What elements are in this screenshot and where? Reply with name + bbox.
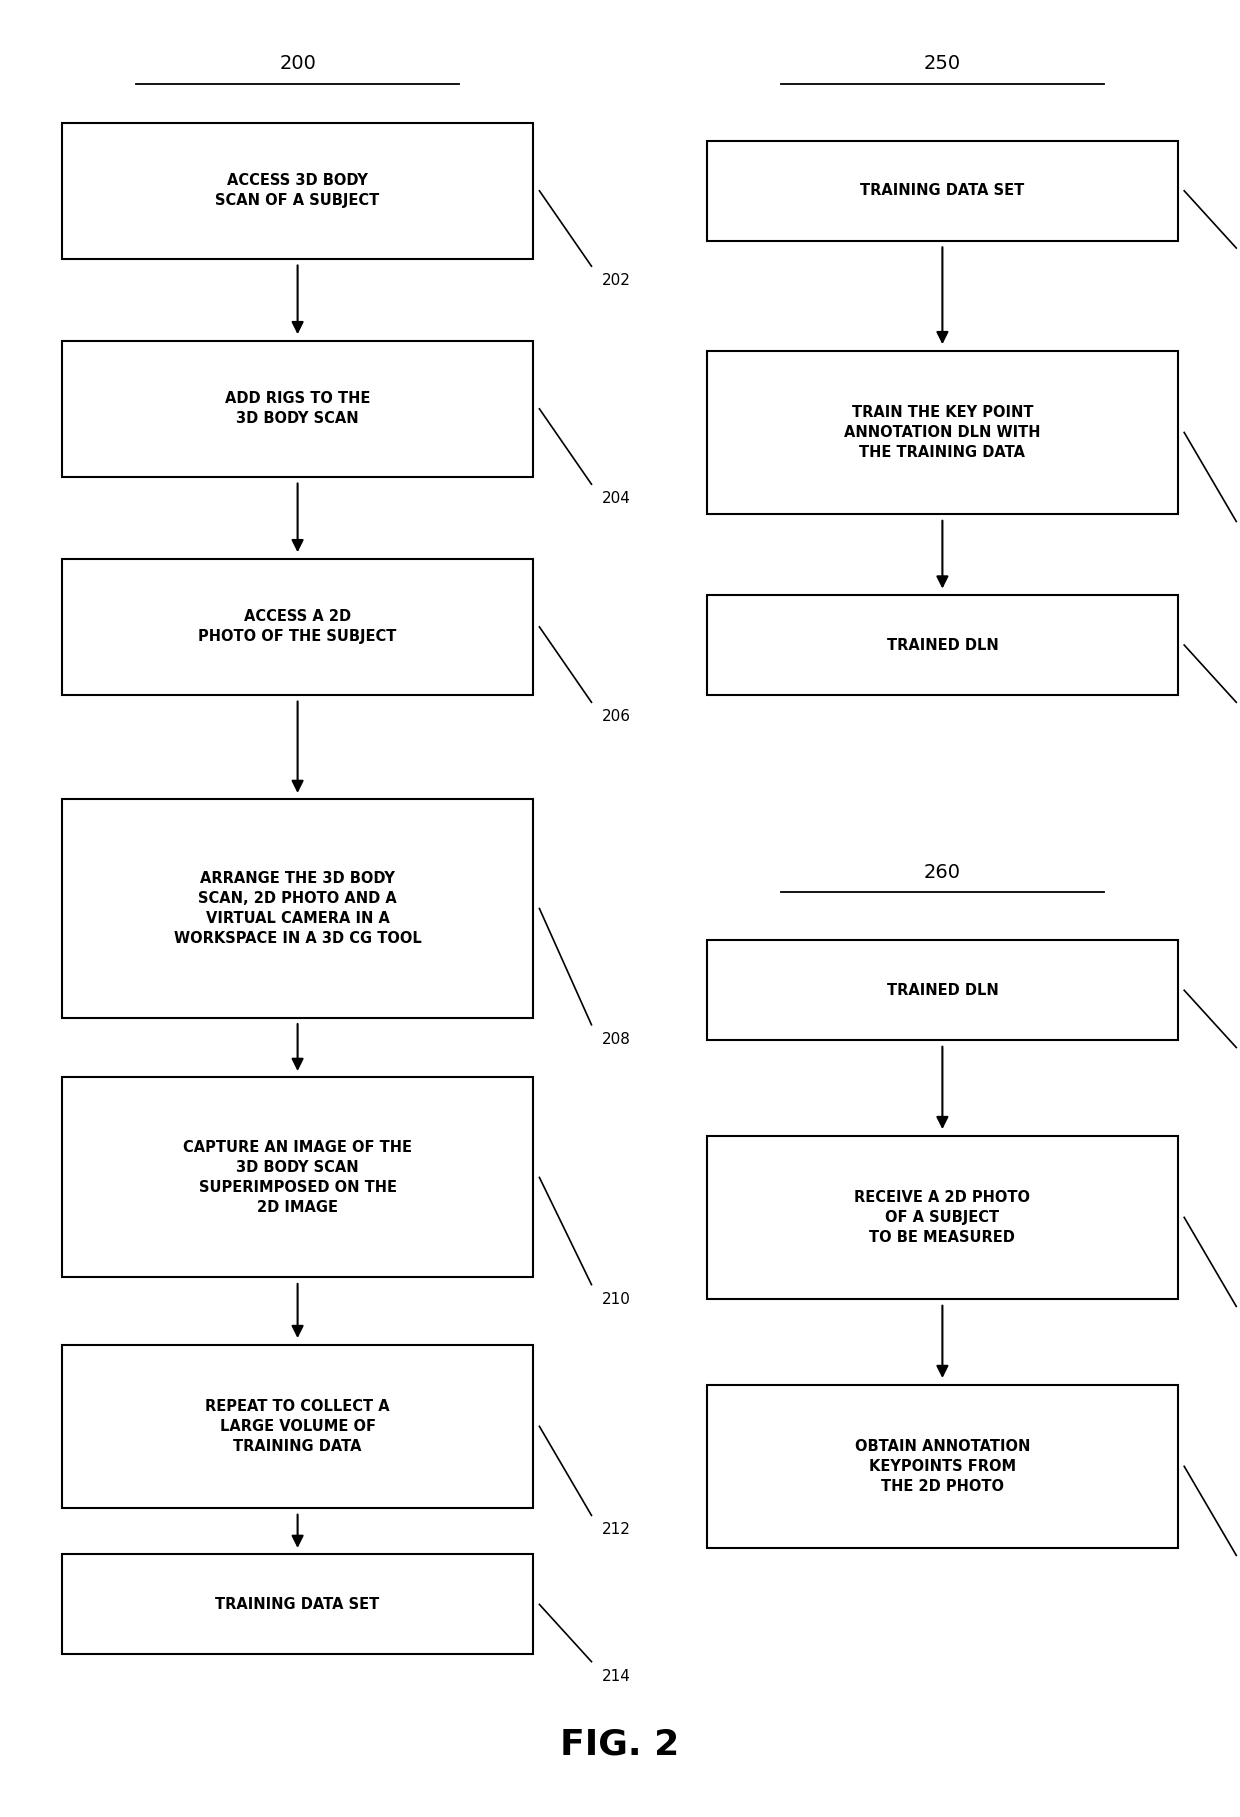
- FancyBboxPatch shape: [707, 1136, 1178, 1299]
- Text: 250: 250: [924, 55, 961, 73]
- FancyBboxPatch shape: [707, 594, 1178, 694]
- Text: OBTAIN ANNOTATION
KEYPOINTS FROM
THE 2D PHOTO: OBTAIN ANNOTATION KEYPOINTS FROM THE 2D …: [854, 1439, 1030, 1494]
- Text: 260: 260: [924, 863, 961, 881]
- Text: ACCESS 3D BODY
SCAN OF A SUBJECT: ACCESS 3D BODY SCAN OF A SUBJECT: [216, 173, 379, 209]
- Text: TRAINED DLN: TRAINED DLN: [887, 638, 998, 652]
- Text: 204: 204: [601, 491, 630, 507]
- Text: RECEIVE A 2D PHOTO
OF A SUBJECT
TO BE MEASURED: RECEIVE A 2D PHOTO OF A SUBJECT TO BE ME…: [854, 1190, 1030, 1245]
- FancyBboxPatch shape: [62, 799, 533, 1018]
- FancyBboxPatch shape: [62, 340, 533, 476]
- FancyBboxPatch shape: [62, 1554, 533, 1653]
- FancyBboxPatch shape: [707, 351, 1178, 514]
- Text: ARRANGE THE 3D BODY
SCAN, 2D PHOTO AND A
VIRTUAL CAMERA IN A
WORKSPACE IN A 3D C: ARRANGE THE 3D BODY SCAN, 2D PHOTO AND A…: [174, 872, 422, 945]
- Text: TRAINED DLN: TRAINED DLN: [887, 983, 998, 998]
- Text: ACCESS A 2D
PHOTO OF THE SUBJECT: ACCESS A 2D PHOTO OF THE SUBJECT: [198, 609, 397, 645]
- FancyBboxPatch shape: [707, 140, 1178, 240]
- Text: 212: 212: [601, 1523, 630, 1537]
- FancyBboxPatch shape: [62, 1345, 533, 1508]
- FancyBboxPatch shape: [707, 941, 1178, 1039]
- Text: REPEAT TO COLLECT A
LARGE VOLUME OF
TRAINING DATA: REPEAT TO COLLECT A LARGE VOLUME OF TRAI…: [206, 1399, 389, 1454]
- Text: TRAINING DATA SET: TRAINING DATA SET: [216, 1597, 379, 1612]
- FancyBboxPatch shape: [707, 1385, 1178, 1548]
- FancyBboxPatch shape: [62, 1077, 533, 1277]
- Text: 202: 202: [601, 273, 630, 289]
- Text: 200: 200: [279, 55, 316, 73]
- Text: 208: 208: [601, 1032, 630, 1047]
- Text: 210: 210: [601, 1292, 630, 1306]
- Text: CAPTURE AN IMAGE OF THE
3D BODY SCAN
SUPERIMPOSED ON THE
2D IMAGE: CAPTURE AN IMAGE OF THE 3D BODY SCAN SUP…: [184, 1141, 412, 1214]
- Text: TRAIN THE KEY POINT
ANNOTATION DLN WITH
THE TRAINING DATA: TRAIN THE KEY POINT ANNOTATION DLN WITH …: [844, 405, 1040, 460]
- FancyBboxPatch shape: [62, 558, 533, 694]
- Text: 214: 214: [601, 1668, 630, 1684]
- Text: ADD RIGS TO THE
3D BODY SCAN: ADD RIGS TO THE 3D BODY SCAN: [224, 391, 371, 427]
- Text: FIG. 2: FIG. 2: [560, 1728, 680, 1761]
- Text: 206: 206: [601, 709, 630, 725]
- FancyBboxPatch shape: [62, 122, 533, 258]
- Text: TRAINING DATA SET: TRAINING DATA SET: [861, 184, 1024, 198]
